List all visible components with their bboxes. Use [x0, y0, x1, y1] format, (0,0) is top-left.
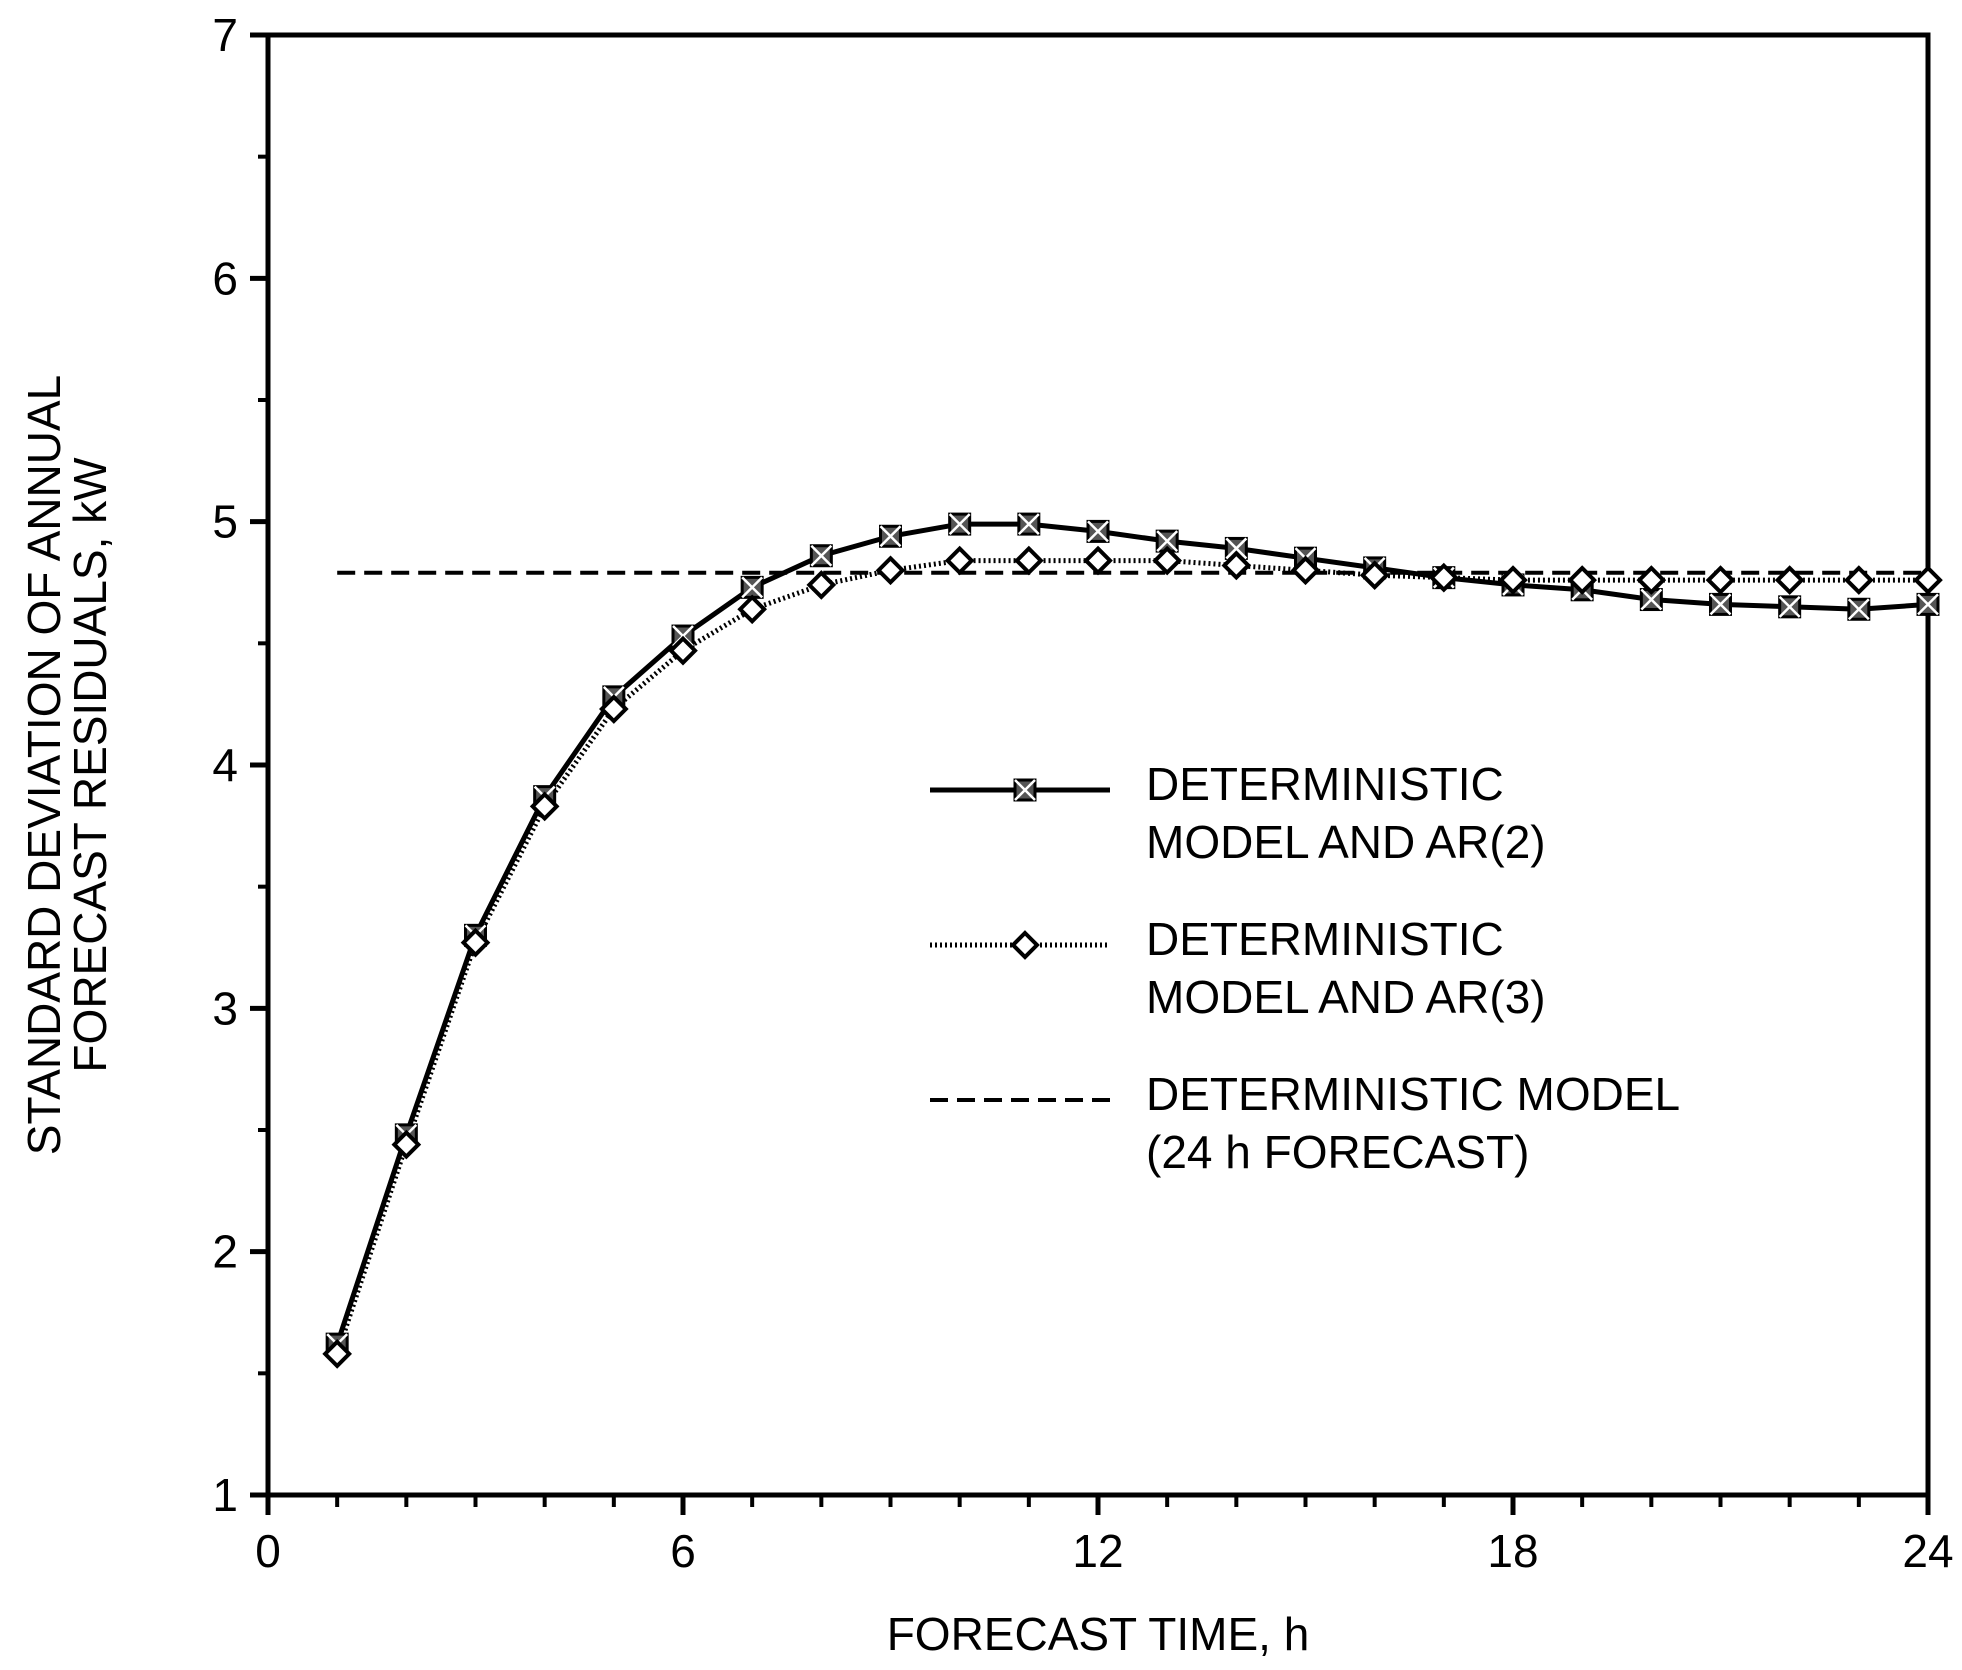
- legend: DETERMINISTIC MODEL AND AR(2) DETERMINISTI…: [930, 758, 1680, 1178]
- plot-frame: [265, 32, 1931, 1498]
- series-2-point: [668, 635, 698, 666]
- series-2-point: [1152, 545, 1182, 576]
- series-2-point: [1567, 565, 1597, 595]
- x-tick-labels: 0 6 12 18 24: [255, 1525, 1953, 1577]
- series-1-point: [740, 575, 764, 599]
- series-2-point: [944, 545, 975, 576]
- x-tick-label: 0: [255, 1525, 281, 1577]
- minor-ticks: [258, 154, 1861, 1507]
- series-2-point: [1844, 565, 1874, 595]
- series-2-point: [1221, 550, 1252, 581]
- y-tick-label: 7: [212, 9, 238, 61]
- series-2-point: [875, 555, 906, 586]
- square-marker-cross: [1640, 588, 1663, 611]
- series-1-point: [809, 544, 833, 568]
- x-tick-label: 24: [1902, 1525, 1953, 1577]
- square-marker-cross: [1778, 595, 1801, 618]
- series-2-point: [1083, 545, 1113, 576]
- series-2-point: [391, 1129, 422, 1160]
- series-1-point: [879, 524, 902, 548]
- series-2-point: [1705, 565, 1736, 595]
- square-marker-cross: [1014, 779, 1036, 801]
- legend-label-3-line-1: DETERMINISTIC MODEL: [1146, 1068, 1680, 1120]
- series-1-point: [948, 512, 972, 536]
- series-1-point: [1778, 595, 1802, 619]
- legend-label-2-line-1: DETERMINISTIC: [1146, 913, 1504, 965]
- y-tick-label: 6: [212, 252, 238, 304]
- square-marker-cross: [1917, 593, 1939, 616]
- legend-label-2-line-2: MODEL AND AR(3): [1146, 971, 1546, 1023]
- series-2-point: [806, 570, 837, 600]
- square-marker-cross: [1087, 520, 1109, 543]
- series-2-point: [1359, 560, 1390, 591]
- series-2-point: [599, 694, 629, 724]
- series-1-point: [1639, 588, 1663, 612]
- series-2-point: [737, 594, 767, 625]
- x-tick-label: 12: [1072, 1525, 1123, 1577]
- series-markers: [322, 512, 1943, 1369]
- series-1-point: [1916, 592, 1940, 616]
- series-2-point: [322, 1339, 352, 1369]
- series-1-point: [1847, 597, 1871, 621]
- square-marker-cross: [1017, 513, 1040, 535]
- y-tick-label: 2: [212, 1226, 238, 1278]
- series-2-point: [529, 791, 560, 822]
- series-2-point: [1014, 545, 1044, 576]
- series-2-point: [1498, 565, 1528, 595]
- y-tick-label: 1: [212, 1469, 238, 1521]
- square-marker-cross: [810, 544, 833, 567]
- series-2-point: [1429, 562, 1459, 593]
- legend-label-1-line-2: MODEL AND AR(2): [1146, 816, 1546, 868]
- square-marker-cross: [1225, 537, 1248, 560]
- square-marker-cross: [948, 513, 971, 535]
- series-2-point: [1636, 565, 1667, 595]
- series-2-point: [1290, 555, 1321, 586]
- y-axis-label: STANDARD DEVIATION OF ANNUAL FORECAST RE…: [18, 375, 116, 1155]
- series-1-point: [1017, 512, 1041, 536]
- series-2-point: [1913, 565, 1943, 595]
- y-tick-label: 4: [212, 739, 238, 791]
- y-axis-label-line-2: FORECAST RESIDUALS, kW: [64, 457, 116, 1073]
- legend-marker-2: [1010, 930, 1040, 960]
- y-axis-label-line-1: STANDARD DEVIATION OF ANNUAL: [18, 375, 70, 1155]
- square-marker-cross: [1156, 530, 1179, 553]
- series-1-point: [1086, 519, 1110, 543]
- series-2-point: [460, 927, 491, 958]
- square-marker-cross: [879, 525, 902, 548]
- major-ticks: [250, 32, 1931, 1515]
- square-marker-cross: [1847, 598, 1870, 621]
- series-line-1: [334, 521, 1929, 1345]
- y-tick-label: 3: [212, 982, 238, 1034]
- series-2-point: [1774, 565, 1805, 595]
- square-marker-cross: [741, 576, 764, 599]
- legend-label-3-line-2: (24 h FORECAST): [1146, 1126, 1529, 1178]
- y-tick-label: 5: [212, 496, 238, 548]
- square-marker-cross: [1709, 593, 1732, 616]
- x-tick-label: 6: [670, 1525, 696, 1577]
- x-axis-label: FORECAST TIME, h: [887, 1608, 1310, 1660]
- series-line-2: [334, 558, 1928, 1355]
- series-lines: [334, 521, 1929, 1355]
- series-1-point: [1709, 592, 1732, 616]
- legend-marker-1: [1013, 778, 1037, 802]
- y-tick-labels: 1 2 3 4 5 6 7: [212, 9, 238, 1521]
- legend-label-1-line-1: DETERMINISTIC: [1146, 758, 1504, 810]
- x-tick-label: 18: [1487, 1525, 1538, 1577]
